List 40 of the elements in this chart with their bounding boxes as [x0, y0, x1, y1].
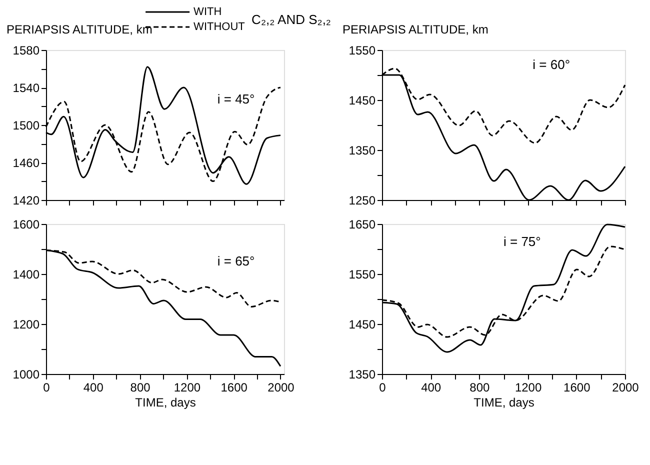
x-tick-label: 1600: [564, 380, 591, 394]
y-tick-label: 1580: [12, 44, 40, 58]
y-tick-label: 1420: [12, 194, 40, 208]
annotation: i = 60°: [532, 57, 570, 72]
y-tick-label: 1550: [348, 268, 376, 282]
y-tick-label: 1250: [348, 194, 376, 208]
annotation: i = 45°: [217, 92, 255, 106]
y-tick-label: 1450: [348, 318, 376, 332]
x-axis-title: TIME, days: [135, 396, 196, 410]
y-tick-label: 1350: [348, 144, 376, 158]
y-axis-title: PERIAPSIS ALTITUDE, km: [342, 22, 488, 36]
x-tick-label: 800: [470, 380, 490, 394]
x-tick-label: 2000: [612, 380, 640, 394]
annotation: i = 65°: [217, 254, 255, 268]
legend-label: WITH: [194, 6, 222, 18]
x-tick-label: 400: [83, 380, 104, 394]
y-tick-label: 1200: [12, 318, 40, 332]
y-axis-title: PERIAPSIS ALTITUDE, km: [6, 22, 152, 36]
y-tick-label: 1500: [12, 118, 40, 132]
y-tick-label: 1650: [348, 218, 376, 232]
x-tick-label: 0: [43, 380, 50, 394]
y-tick-label: 1540: [12, 81, 40, 95]
y-tick-label: 1400: [12, 268, 40, 282]
x-tick-label: 1200: [514, 380, 542, 394]
x-tick-label: 800: [130, 380, 151, 394]
y-tick-label: 1460: [12, 156, 40, 170]
x-tick-label: 2000: [268, 380, 295, 394]
y-tick-label: 1450: [348, 94, 376, 108]
y-tick-label: 1350: [348, 368, 376, 382]
annotation: i = 75°: [504, 234, 541, 249]
x-tick-label: 1200: [174, 380, 201, 394]
text: C₂,₂ AND S₂,₂: [252, 12, 331, 27]
x-axis-title: TIME, days: [474, 396, 534, 410]
y-tick-label: 1600: [12, 218, 40, 232]
x-tick-label: 1600: [220, 380, 248, 394]
y-tick-label: 1000: [12, 368, 40, 382]
x-tick-label: 400: [421, 380, 442, 394]
y-tick-label: 1550: [348, 44, 376, 58]
x-tick-label: 0: [379, 380, 386, 394]
legend-label: WITHOUT: [194, 21, 246, 33]
